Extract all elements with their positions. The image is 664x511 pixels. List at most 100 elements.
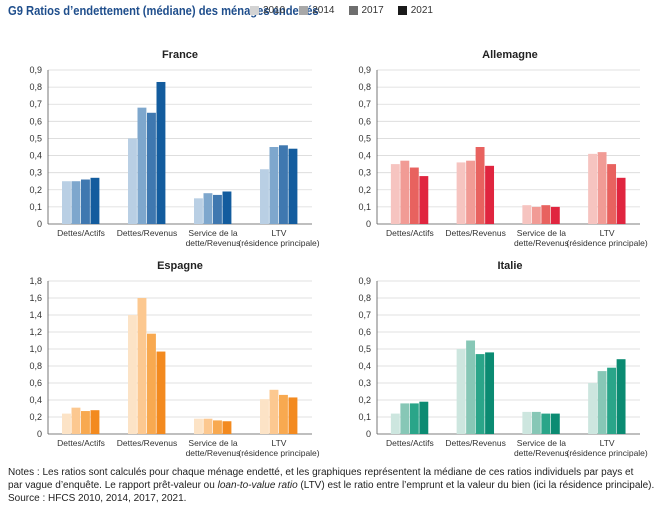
bar <box>213 194 222 224</box>
bar <box>409 167 419 224</box>
y-tick-label: 0,2 <box>358 395 371 405</box>
bar <box>588 153 598 224</box>
bar <box>288 397 298 434</box>
chart-3: Italie 0 0,1 0,2 0,3 0,4 0,5 0,6 0,7 0,8 0,9 Dettes… <box>358 260 647 458</box>
bar <box>147 333 156 434</box>
y-tick-label: 0,9 <box>358 65 371 75</box>
bar <box>607 367 617 434</box>
y-tick-label: 0,6 <box>29 116 42 126</box>
x-tick-label: dette/Revenus <box>514 238 569 248</box>
bar <box>62 413 71 434</box>
legend-swatch <box>348 5 358 15</box>
x-tick-label: Dettes/Actifs <box>386 228 434 238</box>
bar <box>466 160 476 224</box>
y-tick-label: 0,8 <box>358 293 371 303</box>
y-tick-label: 0,6 <box>358 116 371 126</box>
bar <box>222 191 232 224</box>
bar <box>90 410 100 434</box>
bar <box>260 169 269 224</box>
y-tick-label: 0,3 <box>358 378 371 388</box>
chart-1: Allemagne 0 0,1 0,2 0,3 0,4 0,5 0,6 0,7 0,8 0,9 Det… <box>358 49 647 248</box>
notes-source: Source : HFCS 2010, 2014, 2017, 2021. <box>8 493 187 504</box>
bar <box>475 354 485 434</box>
bar <box>541 205 551 224</box>
x-tick-label: LTV <box>600 228 615 238</box>
bar <box>260 399 269 434</box>
bar <box>485 352 495 434</box>
chart-title: Italie <box>497 260 522 272</box>
bar <box>222 421 232 434</box>
bar <box>550 206 560 224</box>
y-tick-label: 0,2 <box>29 412 42 422</box>
y-tick-label: 1,6 <box>29 293 42 303</box>
y-tick-label: 0,3 <box>358 168 371 178</box>
y-tick-label: 0,5 <box>358 344 371 354</box>
y-tick-label: 0,4 <box>29 151 42 161</box>
bar <box>466 340 476 434</box>
y-tick-label: 0,2 <box>29 185 42 195</box>
bar <box>390 164 400 224</box>
notes-line-2-italic: loan-to-value ratio <box>217 480 298 491</box>
y-tick-label: 1,0 <box>29 344 42 354</box>
bar <box>147 112 156 224</box>
legend: 2010 2014 2017 2021 <box>250 3 433 17</box>
bar <box>156 81 166 224</box>
bar <box>475 147 485 224</box>
x-tick-label: (résidence principale) <box>566 448 647 458</box>
bar <box>81 411 90 434</box>
y-tick-label: 0,5 <box>358 133 371 143</box>
x-tick-label: dette/Revenus <box>514 448 569 458</box>
y-tick-label: 0,8 <box>358 82 371 92</box>
legend-swatch <box>250 5 259 15</box>
figure-title: G9 Ratios d’endettement (médiane) des mé… <box>8 3 319 18</box>
x-tick-label: (résidence principale) <box>238 238 319 248</box>
bar <box>203 193 213 224</box>
legend-label: 2010 <box>263 4 286 16</box>
y-tick-label: 0,6 <box>29 378 42 388</box>
legend-item-2021: 2021 <box>397 3 433 17</box>
bar <box>288 148 298 224</box>
bar <box>616 177 626 224</box>
y-tick-label: 0 <box>37 429 42 439</box>
legend-swatch <box>397 5 407 15</box>
bar <box>269 389 279 434</box>
bar <box>409 403 419 434</box>
y-tick-label: 0,7 <box>358 99 371 109</box>
chart-title: France <box>162 49 198 61</box>
chart-title: Espagne <box>157 260 203 272</box>
legend-item-2017: 2017 <box>348 3 384 17</box>
bar <box>607 164 617 224</box>
x-tick-label: LTV <box>272 228 287 238</box>
bar <box>71 407 81 434</box>
y-tick-label: 0,6 <box>358 327 371 337</box>
bar <box>137 298 147 434</box>
y-tick-label: 0,9 <box>29 65 42 75</box>
notes-line-2-start: par vague d’enquête. Le rapport prêt-val… <box>8 480 218 491</box>
x-tick-label: Dettes/Revenus <box>445 438 505 448</box>
bar <box>128 138 137 224</box>
bar <box>550 413 560 434</box>
charts-canvas: France 0 0,1 0,2 0,3 0,4 0,5 0,6 0,7 0,8 0,9 Dettes… <box>29 49 647 458</box>
bar <box>456 162 466 224</box>
y-tick-label: 0 <box>366 219 371 229</box>
y-tick-label: 0,4 <box>29 395 42 405</box>
x-tick-label: Dettes/Revenus <box>117 438 177 448</box>
bar <box>203 418 213 434</box>
x-tick-label: (résidence principale) <box>238 448 319 458</box>
bar <box>62 181 71 224</box>
legend-label: 2017 <box>361 4 384 16</box>
y-tick-label: 1,8 <box>29 276 42 286</box>
bar <box>531 206 541 224</box>
x-tick-label: dette/Revenus <box>186 448 241 458</box>
y-tick-label: 0,8 <box>29 82 42 92</box>
y-tick-label: 0 <box>366 429 371 439</box>
bar <box>588 383 598 434</box>
x-tick-label: Dettes/Revenus <box>445 228 505 238</box>
y-tick-label: 0,1 <box>29 202 42 212</box>
bar <box>419 401 429 434</box>
y-tick-label: 0,5 <box>29 133 42 143</box>
y-tick-label: 0,1 <box>358 412 371 422</box>
notes: Notes : Les ratios sont calculés pour ch… <box>8 466 658 505</box>
y-tick-label: 0,7 <box>358 310 371 320</box>
legend-label: 2021 <box>410 4 433 16</box>
